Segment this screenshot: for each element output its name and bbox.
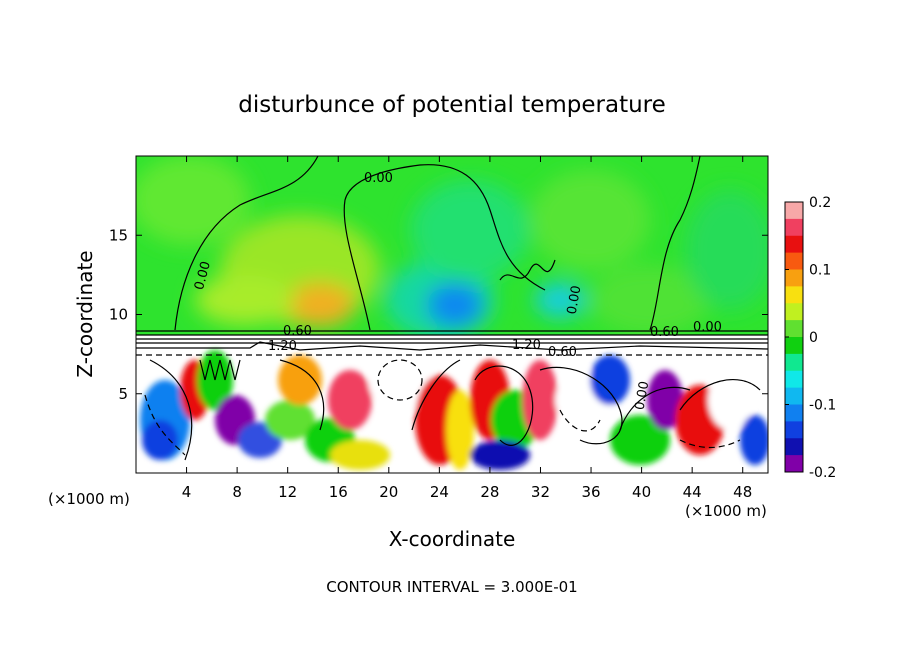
x-tick-label: 4 [182,483,192,501]
contour-label: 0.00 [633,380,653,411]
colorbar-tick-label: 0.2 [809,195,831,211]
x-tick-label: 40 [632,483,651,501]
x-tick-label: 32 [531,483,550,501]
x-tick-label: 12 [278,483,297,501]
upper-field-shading [136,156,768,340]
contour-label: 0.60 [548,345,577,360]
x-axis-label: X-coordinate [389,527,516,551]
contour-label: 0.00 [565,284,585,315]
x-axis: 4 8 12 16 20 24 28 32 36 40 44 48 [182,156,752,501]
colorbar-swatch [785,370,803,389]
colorbar-swatch [785,303,803,321]
x-unit-label-right: (×1000 m) [685,502,767,520]
colorbar-swatch [785,421,803,439]
contour-lines [136,156,768,461]
x-tick-label: 20 [379,483,398,501]
colorbar-swatch [785,455,803,473]
contour-label-group: 0.00 0.00 0.00 0.00 0.00 0.60 0.60 1.20 … [192,171,722,411]
contour-label: 0.60 [283,324,312,339]
colorbar-swatch [785,235,803,254]
colorbar-swatch [785,269,803,287]
x-tick-label: 8 [232,483,242,501]
colorbar-swatch [785,404,803,422]
contour-label: 1.20 [268,339,297,354]
colorbar-swatch [785,202,803,220]
x-tick-label: 44 [683,483,702,501]
colorbar-swatch [785,337,803,355]
colorbar-tick-label: 0.1 [809,263,831,279]
contour-interval-footer: CONTOUR INTERVAL = 3.000E-01 [326,578,577,596]
colorbar-tick-label: -0.1 [809,398,836,414]
lower-field-shading [140,348,768,470]
dashed-contours [136,354,768,456]
colorbar-swatch [785,286,803,304]
x-tick-label: 28 [480,483,499,501]
contour-label: 0.00 [192,260,214,292]
colorbar-swatch [785,252,803,270]
x-tick-label: 24 [430,483,449,501]
x-tick-label: 48 [733,483,752,501]
contour-label: 0.00 [364,171,393,186]
colorbar: 0.2 0.1 0 -0.1 -0.2 [784,195,836,481]
y-tick-label: 15 [109,226,128,244]
y-tick-label: 5 [118,385,128,403]
plot-area: 0.00 0.00 0.00 0.00 0.00 0.60 0.60 1.20 … [136,156,768,473]
colorbar-tick-label: 0 [809,330,818,346]
colorbar-swatch [785,438,803,456]
contour-label: 0.60 [650,325,679,340]
y-axis: 5 10 15 [109,226,768,403]
colorbar-swatch [785,353,803,372]
colorbar-swatch [785,218,803,237]
x-tick-label: 36 [581,483,600,501]
contour-label: 1.20 [512,338,541,353]
x-tick-label: 16 [329,483,348,501]
colorbar-swatch [785,387,803,405]
contour-label: 0.00 [693,320,722,335]
x-unit-label-left: (×1000 m) [48,490,130,508]
colorbar-swatch [785,320,803,338]
colorbar-tick-label: -0.2 [809,465,836,481]
y-tick-label: 10 [109,306,128,324]
chart-title: disturbunce of potential temperature [238,92,666,118]
y-axis-label: Z-coordinate [73,250,97,377]
